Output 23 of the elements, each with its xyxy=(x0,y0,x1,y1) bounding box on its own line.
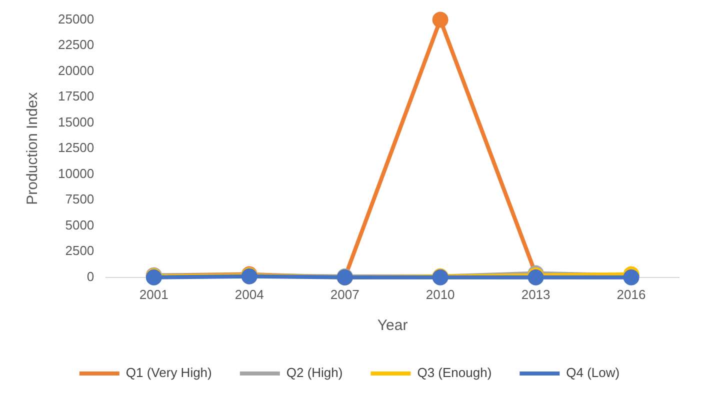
legend-label: Q2 (High) xyxy=(286,365,343,380)
legend-label: Q4 (Low) xyxy=(566,365,620,380)
y-tick-label: 12500 xyxy=(58,140,94,156)
y-axis-title: Production Index xyxy=(24,92,42,205)
legend-label: Q1 (Very High) xyxy=(126,365,212,380)
y-tick-label: 15000 xyxy=(58,114,94,130)
y-tick-label: 22500 xyxy=(58,37,94,52)
y-tick-label: 20000 xyxy=(58,62,94,78)
x-tick-label: 2010 xyxy=(426,286,455,302)
y-tick-label: 2500 xyxy=(65,243,94,258)
y-tick-label: 25000 xyxy=(58,11,94,26)
x-tick-label: 2001 xyxy=(139,286,168,302)
x-tick-label: 2004 xyxy=(234,286,264,302)
y-tick-label: 17500 xyxy=(58,88,94,104)
y-tick-label: 7500 xyxy=(65,192,94,207)
x-tick-label: 2007 xyxy=(330,286,360,302)
y-tick-label: 10000 xyxy=(58,166,94,181)
x-axis-title: Year xyxy=(377,317,408,334)
y-tick-label: 0 xyxy=(86,268,94,284)
y-tick-label: 5000 xyxy=(65,217,94,232)
legend-label: Q3 (Enough) xyxy=(417,365,492,380)
x-tick-label: 2016 xyxy=(616,286,646,302)
x-tick-label: 2013 xyxy=(521,286,550,302)
